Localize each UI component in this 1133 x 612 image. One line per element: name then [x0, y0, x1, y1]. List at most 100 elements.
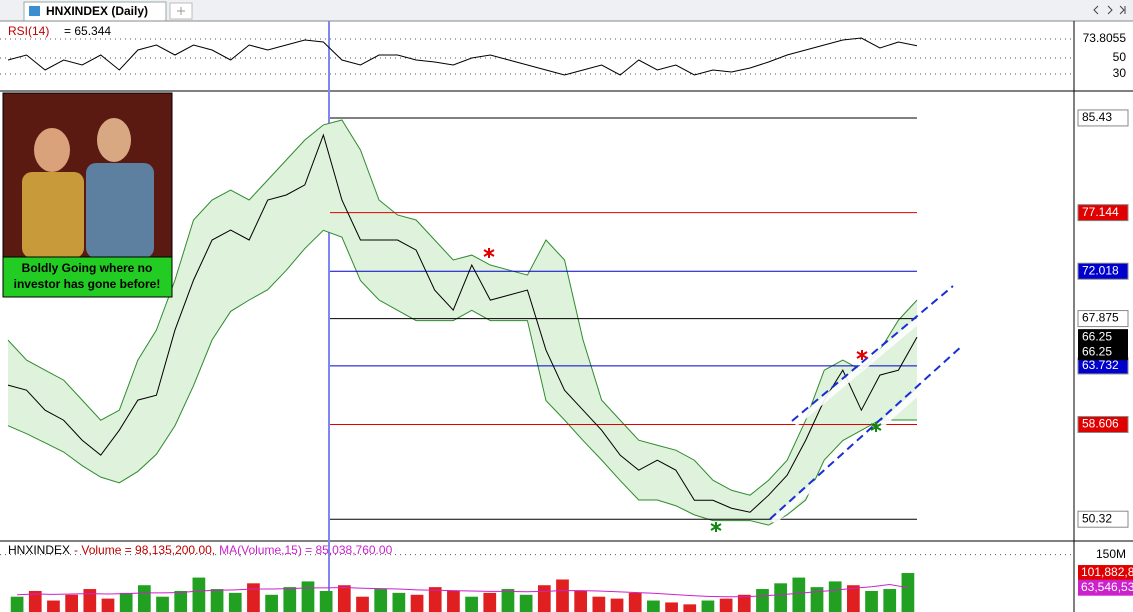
level-label: 58.606 — [1082, 417, 1119, 431]
upper-band — [7, 119, 918, 496]
volume-bar — [47, 600, 60, 612]
volume-bar — [428, 587, 442, 612]
volume-bar — [574, 590, 588, 612]
volume-bar — [374, 589, 388, 612]
level-label-box — [1077, 109, 1129, 127]
volume-bar — [465, 596, 478, 612]
tab-bar — [0, 0, 1133, 21]
volume-bar — [519, 594, 533, 612]
volume-bar — [901, 573, 915, 612]
channel-shadow — [793, 287, 957, 427]
volume-label: 63,546,53 — [1081, 580, 1133, 594]
price-line — [7, 37, 918, 76]
level-label: 50.32 — [1082, 511, 1112, 525]
volume-bar — [865, 590, 878, 612]
volume-bar — [101, 598, 115, 612]
volume-bar — [247, 583, 260, 612]
volume-bar — [847, 585, 860, 612]
lower-band — [7, 229, 917, 526]
volume-bar — [301, 581, 315, 612]
volume-bar — [610, 598, 624, 612]
volume-bar — [65, 594, 78, 612]
volume-bar — [10, 596, 24, 612]
buy-marker — [710, 522, 722, 532]
volume-bar — [210, 589, 224, 612]
volume-bar — [883, 589, 897, 612]
volume-bar — [828, 581, 842, 612]
volume-bar — [410, 594, 424, 612]
photo-figure — [34, 128, 70, 172]
pane-title: RSI(14) — [8, 24, 49, 38]
volume-bar — [737, 594, 751, 612]
channel — [769, 285, 968, 525]
volume-bar — [447, 590, 460, 612]
volume-bar — [192, 577, 206, 612]
volume-bar — [119, 592, 133, 612]
volume-bar — [683, 604, 697, 612]
level-label-box — [1077, 310, 1129, 328]
tab-icon — [29, 6, 40, 16]
photo-figure — [22, 172, 84, 258]
caption-line: Boldly Going where no — [22, 261, 153, 275]
volume-bar — [319, 590, 333, 612]
caption-line: investor has gone before! — [14, 277, 161, 291]
price-label-box — [1078, 329, 1128, 346]
volume-bar — [756, 589, 769, 612]
pane-title: HNXINDEX — [8, 543, 70, 557]
volume-bar — [628, 592, 642, 612]
volume-bar — [137, 585, 151, 612]
y-tick-label: 50 — [1113, 50, 1127, 64]
plot-layer: 30 50 73.8055 RSI(14) = 65.344 85.43 77.144 72.… — [0, 24, 1133, 612]
level-label: 72.018 — [1082, 263, 1119, 277]
y-tick-label: 150M — [1096, 547, 1126, 561]
volume-bar — [774, 583, 788, 612]
volume-bar — [174, 590, 188, 612]
pane-value: - Volume = 98,135,200.00, — [74, 543, 215, 557]
volume-bar — [337, 585, 351, 612]
volume-bar — [28, 590, 42, 612]
volume-bar — [665, 602, 678, 612]
level-label-box — [1077, 510, 1129, 528]
level-label: 67.875 — [1082, 311, 1119, 325]
tab-title: HNXINDEX (Daily) — [46, 4, 148, 18]
volume-bar — [701, 600, 715, 612]
y-tick-label: 30 — [1113, 66, 1127, 80]
volume-bar — [556, 579, 569, 612]
volume-label-box — [1078, 579, 1133, 596]
volume-bar — [265, 594, 278, 612]
price-label: 66.25 — [1082, 344, 1112, 358]
level-label-box — [1077, 416, 1129, 434]
volume-bar — [537, 585, 551, 612]
volume-bar — [592, 596, 606, 612]
sell-marker — [483, 248, 495, 258]
level-label: 85.43 — [1082, 110, 1112, 124]
signal-markers — [483, 248, 882, 532]
ma-line — [17, 583, 908, 598]
channel-line — [791, 285, 954, 422]
volume-bar — [792, 577, 806, 612]
level-label: 63.732 — [1082, 358, 1119, 372]
volume-bar — [392, 592, 406, 612]
photo-figure — [97, 118, 131, 162]
photo-figure — [86, 163, 154, 258]
volume-bar — [228, 592, 242, 612]
y-tick-label: 73.8055 — [1083, 31, 1127, 45]
nav-arrows[interactable] — [1093, 5, 1126, 15]
pane-value: MA(Volume,15) = 85,038,760.00 — [219, 543, 392, 557]
volume-bar — [810, 587, 824, 612]
level-label: 77.144 — [1082, 205, 1119, 219]
volume-bar — [719, 598, 733, 612]
volume-bar — [356, 596, 369, 612]
caption-box — [2, 256, 173, 298]
volume-bar — [83, 589, 97, 612]
price-label-box — [1078, 344, 1128, 361]
channel-line — [769, 345, 963, 520]
pane-value: = 65.344 — [64, 24, 111, 38]
plus-icon — [177, 7, 185, 15]
volume-label: 101,882,8 — [1081, 565, 1133, 579]
volume-bar — [283, 587, 297, 612]
level-label-box — [1077, 262, 1129, 280]
price-line — [7, 133, 918, 513]
band-fill — [8, 120, 917, 526]
